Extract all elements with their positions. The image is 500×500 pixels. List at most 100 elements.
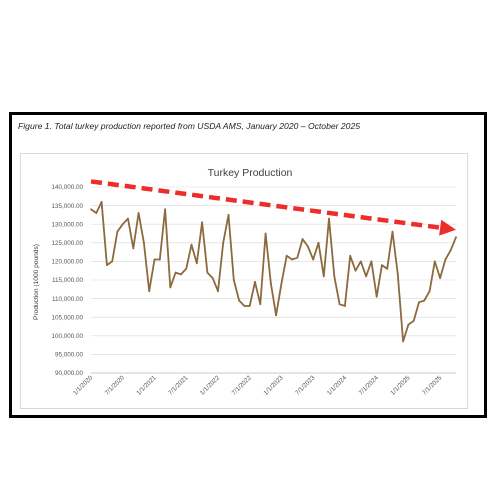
data-point [344, 305, 346, 307]
y-tick-label: 95,000.00 [55, 352, 84, 359]
data-point [439, 277, 441, 279]
data-point [428, 290, 431, 293]
data-point [307, 245, 309, 248]
production-series-line [90, 200, 457, 343]
data-point [148, 290, 151, 293]
figure-caption: Figure 1. Total turkey production report… [18, 121, 361, 131]
data-point [412, 320, 415, 322]
data-point [285, 254, 288, 257]
x-tick-label: 1/1/2024 [326, 374, 349, 397]
data-point [291, 258, 293, 261]
y-tick-label: 90,000.00 [55, 370, 84, 377]
data-point [127, 217, 129, 220]
x-tick-label: 1/1/2020 [72, 374, 95, 397]
data-point [158, 258, 161, 261]
x-tick-label: 1/1/2021 [135, 374, 158, 397]
data-point [433, 260, 436, 263]
x-tick-label: 7/1/2025 [421, 374, 444, 397]
data-point [455, 236, 457, 239]
y-tick-label: 140,000.00 [51, 184, 83, 191]
y-axis-ticks: 140,000.00 135,000.00 130,000.00 125,000.00… [51, 184, 83, 377]
data-point [402, 340, 404, 343]
data-point [423, 299, 426, 302]
data-point [238, 299, 241, 302]
data-point [280, 282, 283, 285]
data-point [365, 275, 367, 278]
x-tick-label: 1/1/2023 [262, 374, 285, 397]
trend-arrow-head [439, 219, 456, 236]
data-point [164, 208, 167, 211]
data-point [185, 267, 188, 270]
data-point [232, 279, 235, 281]
data-point [328, 217, 330, 220]
data-point [222, 241, 225, 244]
data-point [227, 214, 230, 216]
data-point [259, 303, 262, 306]
data-point [248, 305, 251, 307]
data-point [322, 275, 325, 278]
x-tick-label: 7/1/2022 [231, 374, 254, 397]
gridlines [91, 186, 456, 374]
data-point [190, 243, 193, 246]
data-point [449, 249, 452, 252]
x-tick-label: 7/1/2021 [167, 374, 190, 397]
data-point [95, 212, 98, 214]
data-point [333, 275, 336, 278]
data-point [137, 212, 140, 214]
data-point [111, 260, 114, 263]
data-point [317, 241, 320, 244]
data-point [386, 267, 389, 270]
data-point [195, 262, 198, 265]
data-point [106, 264, 108, 266]
data-point [312, 258, 315, 261]
data-point [407, 323, 410, 326]
y-tick-label: 135,000.00 [51, 203, 83, 210]
data-point [211, 277, 214, 279]
data-point [370, 260, 373, 263]
x-tick-label: 1/1/2022 [199, 374, 222, 397]
data-point [270, 282, 272, 285]
data-point [169, 286, 172, 289]
data-point [206, 271, 209, 274]
chart-title: Turkey Production [208, 167, 293, 179]
data-point [264, 232, 267, 235]
data-point [418, 301, 420, 304]
data-point [391, 230, 394, 233]
data-point [396, 273, 399, 276]
y-tick-label: 115,000.00 [52, 277, 84, 284]
data-point [217, 290, 219, 293]
data-point [381, 264, 383, 266]
y-tick-label: 120,000.00 [51, 259, 83, 266]
y-tick-label: 110,000.00 [52, 296, 84, 303]
y-tick-label: 125,000.00 [51, 240, 83, 247]
x-tick-label: 7/1/2020 [104, 374, 127, 397]
data-point [143, 241, 145, 244]
data-point [338, 303, 341, 306]
data-point [116, 230, 119, 233]
data-point [359, 260, 362, 263]
y-tick-label: 105,000.00 [51, 314, 83, 321]
data-point [100, 201, 103, 203]
data-point [296, 256, 299, 259]
x-tick-label: 7/1/2024 [358, 374, 381, 397]
trend-arrow-layer [90, 179, 456, 236]
data-point [121, 223, 124, 226]
y-axis-label: Production (1000 pounds) [33, 244, 40, 320]
data-point [132, 247, 135, 250]
data-point [375, 295, 378, 298]
y-tick-label: 100,000.00 [51, 333, 83, 340]
chart-panel [20, 153, 468, 409]
x-tick-label: 1/1/2025 [389, 374, 412, 397]
data-point [90, 208, 92, 211]
x-axis-ticks: 1/1/2020 7/1/2020 1/1/2021 7/1/2021 1/1/2022… [72, 374, 444, 397]
data-point [243, 305, 246, 307]
data-point [153, 258, 156, 261]
data-point [201, 221, 204, 224]
x-tick-label: 7/1/2023 [294, 374, 317, 397]
data-point [174, 271, 177, 274]
data-point [275, 314, 277, 317]
y-tick-label: 130,000.00 [51, 221, 83, 228]
series-layer [90, 200, 457, 343]
data-point [444, 258, 447, 261]
